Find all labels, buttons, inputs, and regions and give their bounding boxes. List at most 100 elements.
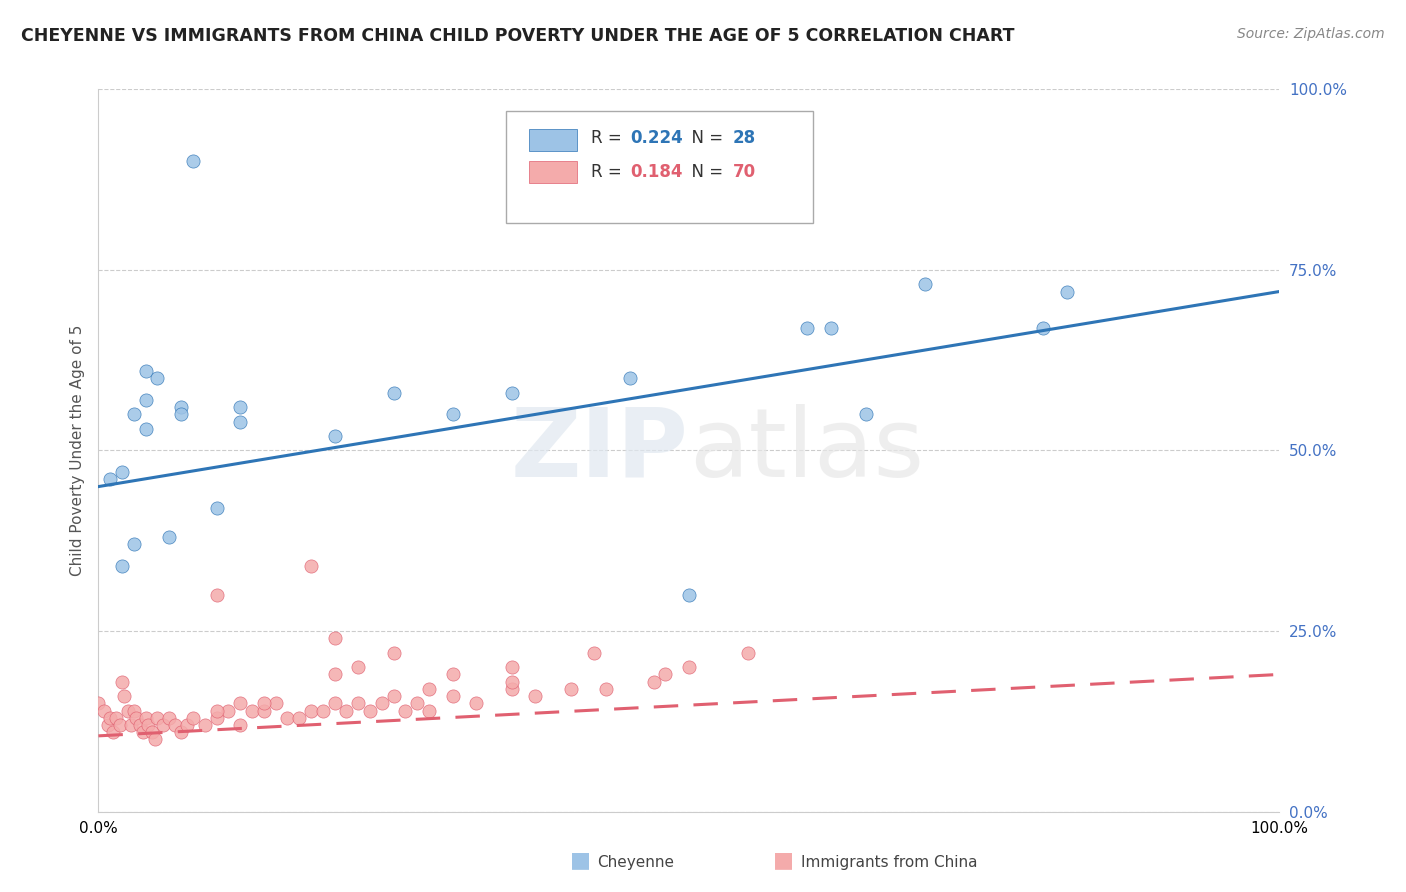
Point (157, 530, 180, 544)
Point (98, 472, 121, 486)
Point (619, 371, 641, 385)
Point (1032, 320, 1054, 334)
Point (323, 632, 346, 646)
Text: 0.224: 0.224 (630, 128, 683, 146)
Point (418, 681, 440, 696)
Point (205, 711, 228, 725)
Point (143, 732, 166, 747)
Point (93, 704, 115, 718)
Point (176, 718, 198, 732)
Point (146, 711, 169, 725)
Point (112, 689, 135, 703)
FancyBboxPatch shape (506, 111, 813, 223)
Point (583, 646, 606, 660)
Point (135, 392, 157, 407)
Point (323, 429, 346, 443)
Point (323, 696, 346, 710)
Point (229, 696, 252, 710)
Point (97, 718, 120, 732)
Point (229, 718, 252, 732)
Point (299, 704, 322, 718)
Point (264, 696, 287, 710)
Point (111, 559, 134, 574)
Point (229, 415, 252, 429)
Point (194, 718, 217, 732)
Point (205, 704, 228, 718)
Point (157, 711, 180, 725)
Text: R =: R = (591, 163, 627, 181)
Point (441, 689, 464, 703)
Bar (530, 161, 576, 183)
Point (323, 667, 346, 681)
Point (132, 725, 155, 739)
Point (122, 537, 145, 551)
Text: R =: R = (591, 128, 627, 146)
Point (441, 407, 464, 421)
Point (501, 385, 523, 400)
Point (152, 718, 174, 732)
Point (170, 400, 193, 414)
Point (678, 588, 700, 602)
Y-axis label: Child Poverty Under the Age of 5: Child Poverty Under the Age of 5 (69, 325, 84, 576)
Point (128, 718, 150, 732)
Point (253, 696, 276, 710)
Point (181, 154, 204, 169)
Point (382, 646, 405, 660)
Point (654, 667, 676, 681)
Point (205, 501, 228, 516)
Text: 0.184: 0.184 (630, 163, 682, 181)
Point (524, 689, 547, 703)
Point (406, 696, 429, 710)
Text: 28: 28 (733, 128, 756, 146)
Point (121, 718, 143, 732)
Point (165, 718, 187, 732)
Point (253, 704, 276, 718)
Point (125, 711, 148, 725)
Point (135, 422, 157, 436)
Point (501, 660, 523, 674)
Point (501, 674, 523, 689)
Point (87, 696, 110, 710)
Point (135, 711, 157, 725)
Bar (530, 129, 576, 151)
Point (737, 646, 759, 660)
Text: Source: ZipAtlas.com: Source: ZipAtlas.com (1237, 27, 1385, 41)
Point (170, 725, 193, 739)
Point (501, 681, 523, 696)
Point (217, 704, 239, 718)
Point (122, 704, 145, 718)
Point (111, 674, 134, 689)
Point (312, 704, 335, 718)
Point (643, 674, 665, 689)
Point (796, 320, 818, 334)
Point (276, 711, 298, 725)
Point (229, 400, 252, 414)
Point (560, 681, 582, 696)
Point (288, 711, 311, 725)
Point (108, 718, 131, 732)
Point (181, 711, 204, 725)
Point (394, 704, 416, 718)
Point (240, 704, 263, 718)
Point (205, 588, 228, 602)
Point (146, 371, 169, 385)
Point (855, 407, 877, 421)
Point (382, 385, 405, 400)
Point (347, 660, 370, 674)
Point (170, 407, 193, 421)
Text: N =: N = (681, 128, 728, 146)
Point (141, 725, 163, 739)
Point (595, 681, 617, 696)
Point (441, 667, 464, 681)
Text: ZIP: ZIP (510, 404, 689, 497)
Point (136, 718, 159, 732)
Point (111, 465, 134, 479)
Text: N =: N = (681, 163, 728, 181)
Point (299, 559, 322, 574)
Point (98, 711, 121, 725)
Text: atlas: atlas (689, 404, 924, 497)
Point (820, 320, 842, 334)
Point (418, 704, 440, 718)
Text: Immigrants from China: Immigrants from China (801, 855, 979, 870)
Text: ■: ■ (773, 850, 794, 870)
